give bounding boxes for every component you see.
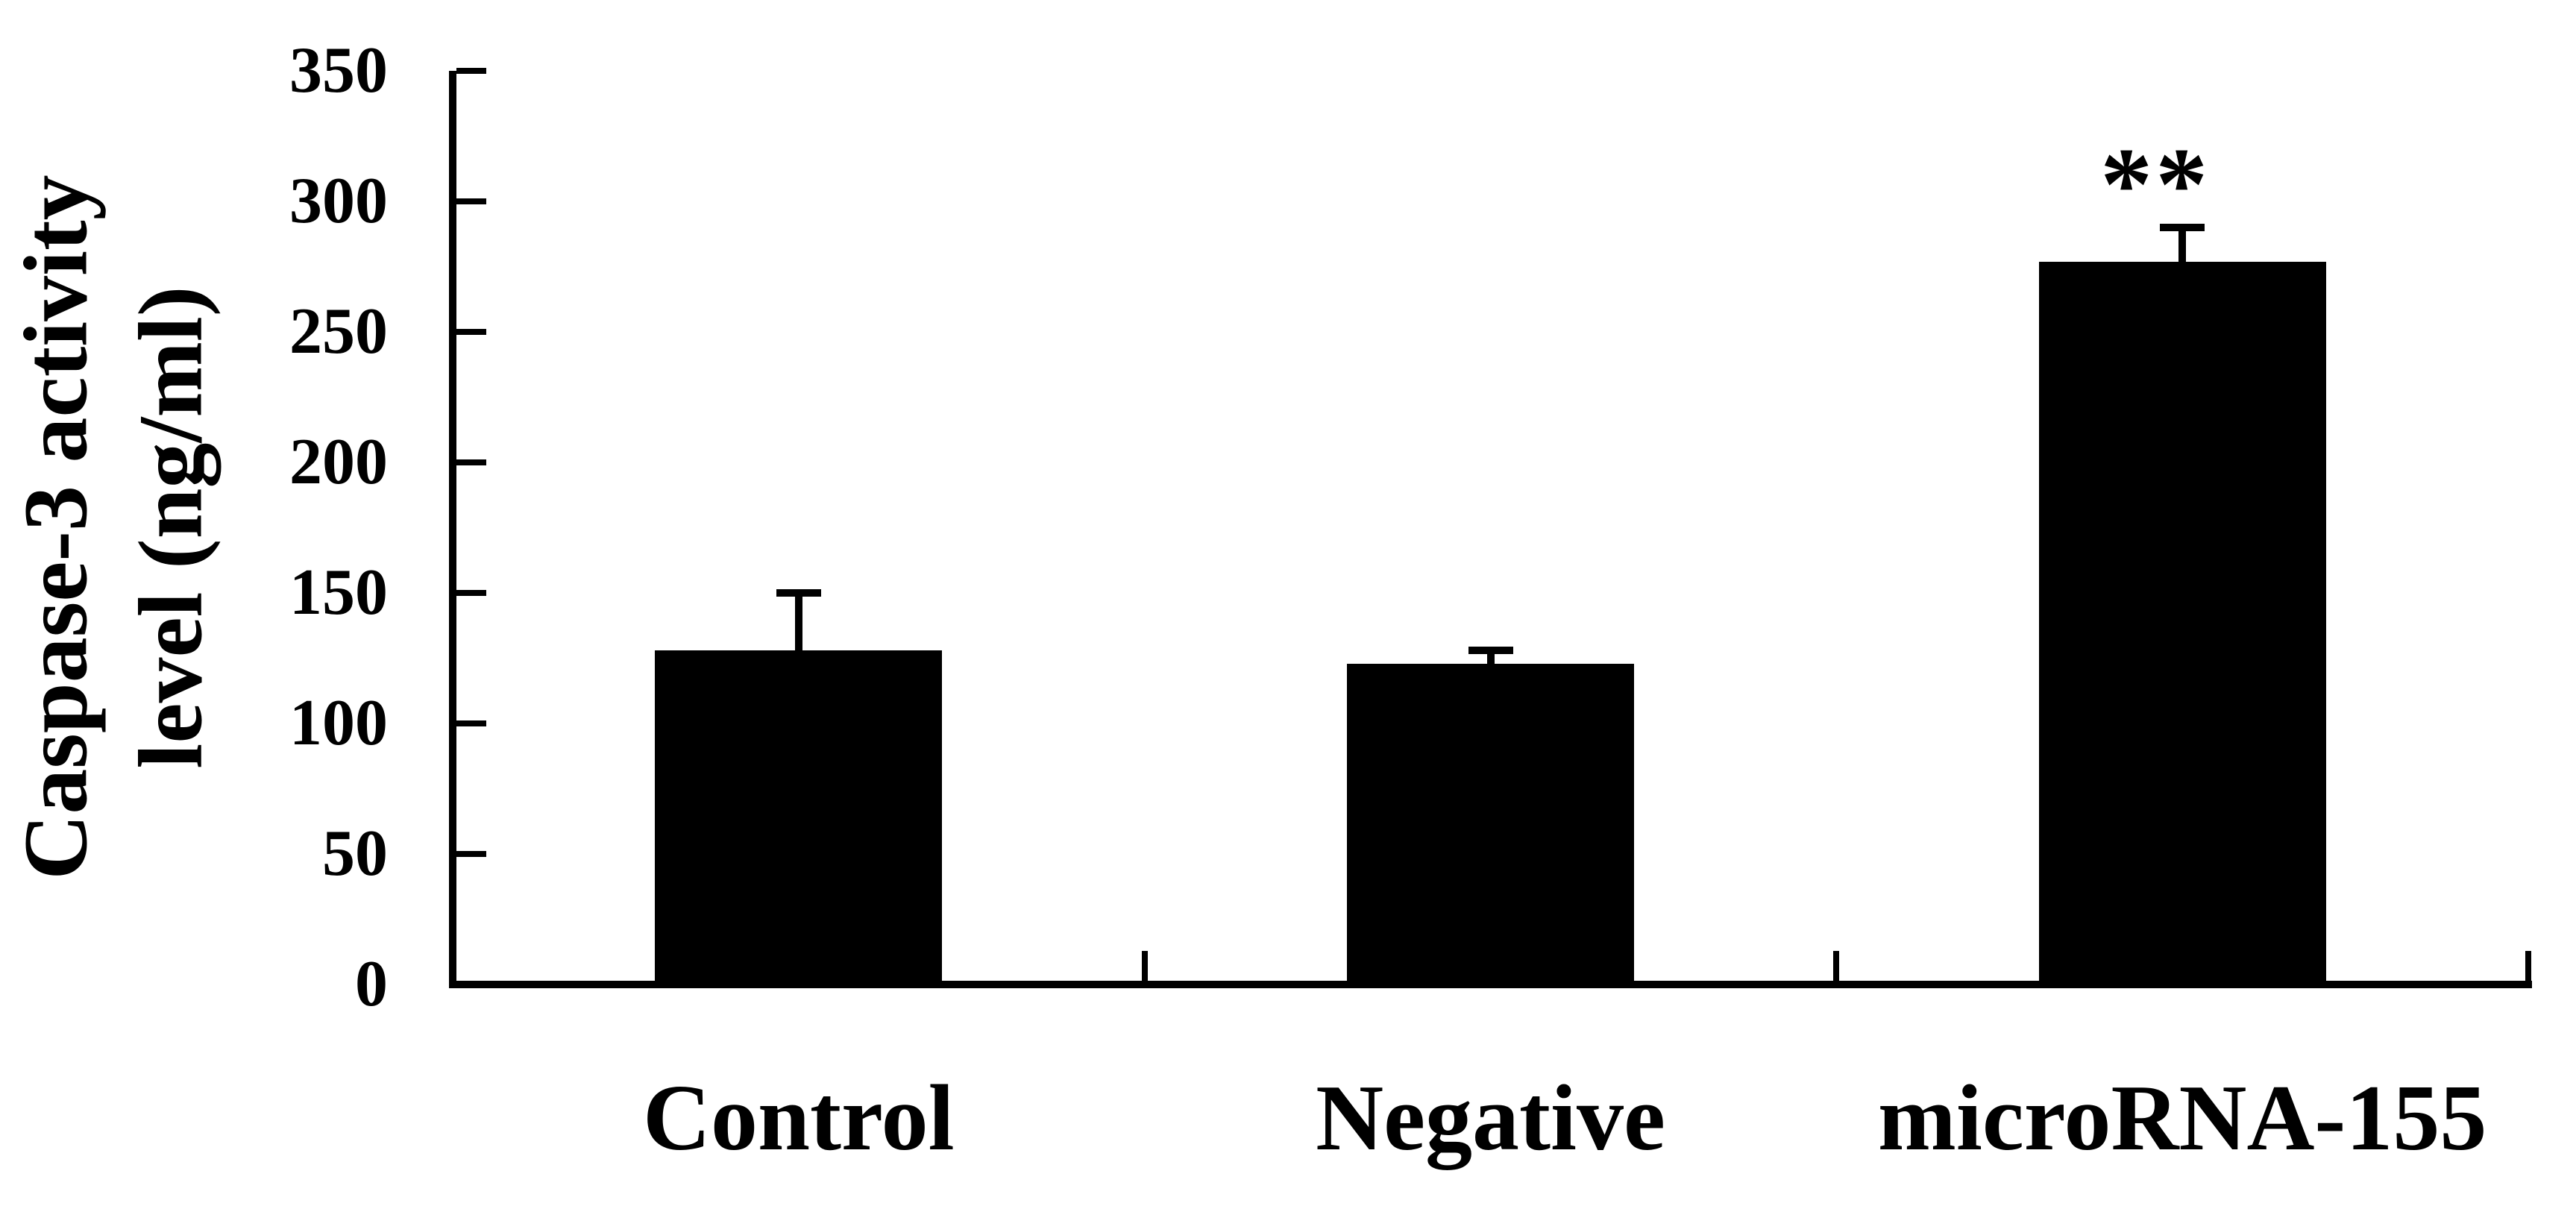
error-bar	[2178, 227, 2187, 262]
y-axis-title-line1: Caspase-3 activity	[5, 175, 107, 880]
y-tick	[456, 198, 486, 204]
y-axis-line	[449, 71, 456, 988]
error-bar-cap	[1468, 647, 1513, 654]
x-axis-line	[449, 981, 2532, 988]
y-axis-title: Caspase-3 activity level (ng/ml)	[0, 175, 228, 879]
bar	[2038, 261, 2326, 988]
y-tick-label: 150	[289, 556, 388, 629]
y-tick-label: 300	[289, 165, 388, 237]
error-bar-cap	[776, 589, 821, 597]
category-label: microRNA-155	[1877, 1067, 2487, 1170]
category-label: Negative	[1316, 1067, 1665, 1170]
bar	[655, 650, 943, 988]
y-tick	[456, 459, 486, 465]
error-bar	[794, 593, 802, 650]
y-tick-label: 50	[322, 817, 388, 890]
y-tick	[456, 68, 486, 74]
x-tick	[2525, 951, 2531, 981]
y-tick-label: 250	[289, 295, 388, 368]
y-tick-label: 200	[289, 426, 388, 498]
error-bar-cap	[2160, 224, 2205, 231]
y-tick	[456, 720, 486, 726]
y-tick-label: 0	[355, 948, 388, 1020]
y-tick-label: 350	[289, 34, 388, 107]
category-label: Control	[642, 1067, 955, 1170]
y-tick-label: 100	[289, 687, 388, 759]
y-tick	[456, 590, 486, 596]
error-bar	[1486, 650, 1495, 664]
x-tick	[1141, 951, 1148, 981]
y-tick	[456, 329, 486, 335]
y-axis-title-line2: level (ng/ml)	[120, 286, 221, 769]
x-tick	[1833, 951, 1840, 981]
significance-marker: **	[2100, 127, 2211, 242]
bar	[1347, 663, 1634, 988]
y-tick	[456, 851, 486, 857]
